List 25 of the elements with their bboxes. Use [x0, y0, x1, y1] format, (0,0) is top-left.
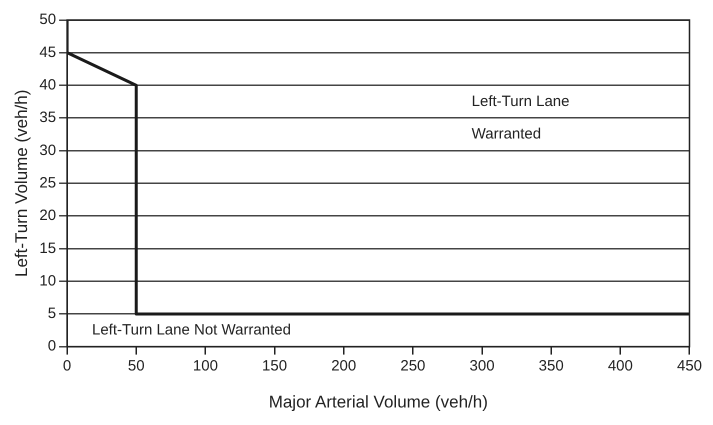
- y-tick-label: 45: [39, 44, 56, 61]
- x-tick-label: 50: [128, 358, 145, 375]
- x-axis-title: Major Arterial Volume (veh/h): [268, 392, 488, 412]
- y-tick-label: 40: [39, 76, 56, 94]
- x-tick-label: 350: [538, 358, 564, 375]
- y-axis-title: Left-Turn Volume (veh/h): [12, 90, 31, 278]
- annotation: Left-Turn Lane Warranted: [472, 92, 570, 142]
- y-tick-label: 0: [48, 338, 56, 355]
- x-tick-label: 300: [470, 358, 495, 375]
- y-tick-label: 5: [48, 305, 56, 322]
- y-tick-label: 25: [39, 174, 56, 192]
- x-tick-label: 0: [62, 358, 72, 375]
- y-tick-label: 20: [39, 207, 56, 224]
- y-tick-label: 30: [39, 142, 56, 159]
- annotation: Left-Turn Lane Not Warranted: [92, 321, 291, 338]
- x-tick-label: 150: [262, 358, 288, 375]
- y-tick-label: 10: [39, 272, 56, 290]
- x-tick-label: 450: [676, 358, 702, 375]
- x-tick-label: 400: [608, 358, 633, 375]
- y-tick-label: 50: [39, 11, 56, 28]
- y-tick-label: 15: [39, 240, 56, 257]
- y-tick-label: 35: [39, 109, 56, 126]
- x-tick-label: 100: [192, 358, 218, 375]
- x-tick-label: 200: [331, 358, 356, 375]
- x-tick-label: 250: [400, 358, 426, 375]
